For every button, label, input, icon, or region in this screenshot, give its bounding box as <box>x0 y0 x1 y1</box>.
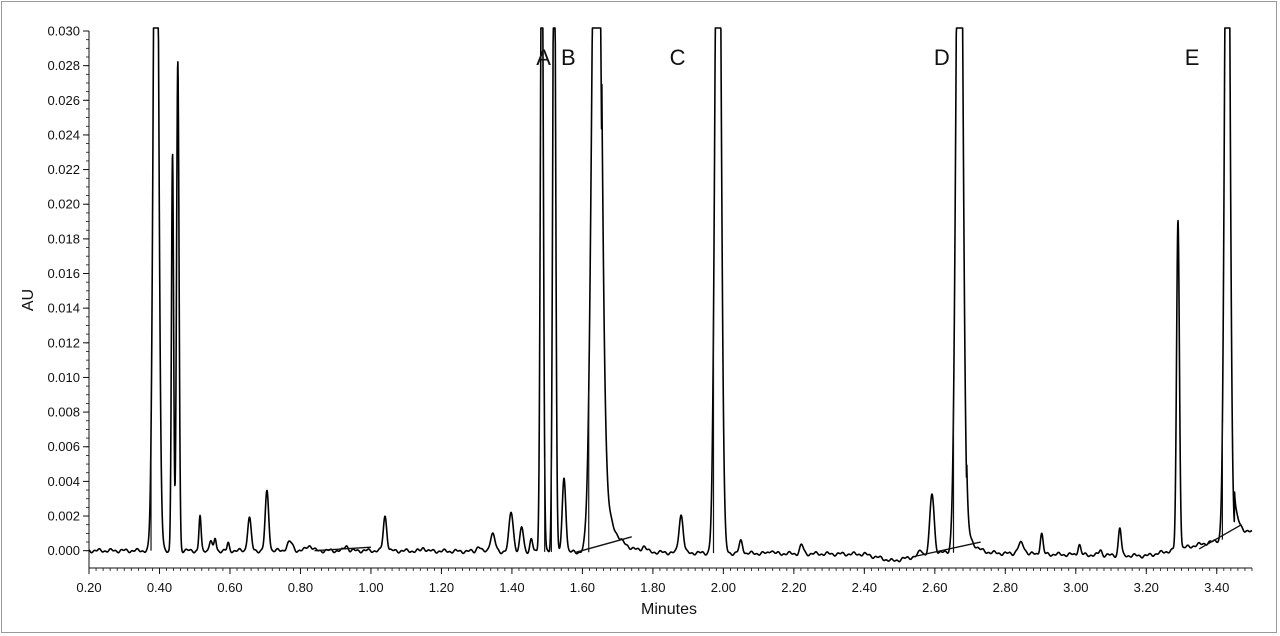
y-tick-label: 0.022 <box>47 162 80 177</box>
series-layer <box>88 27 1253 563</box>
y-tick-label: 0.020 <box>47 197 80 212</box>
y-tick-label: 0.002 <box>47 509 80 524</box>
y-tick-label: 0.028 <box>47 58 80 73</box>
integration-baseline <box>314 546 371 552</box>
signal-trace <box>88 27 1253 563</box>
integration-baseline <box>1198 524 1242 550</box>
x-tick-label: 3.20 <box>1134 580 1159 595</box>
y-tick-label: 0.006 <box>47 439 80 454</box>
x-tick-label: 2.40 <box>852 580 877 595</box>
integration-baseline <box>917 541 981 557</box>
y-tick-label: 0.014 <box>47 301 80 316</box>
y-tick-label: 0.010 <box>47 370 80 385</box>
x-tick-label: 0.20 <box>76 580 101 595</box>
x-tick-label: 1.80 <box>640 580 665 595</box>
x-tick-label: 2.00 <box>711 580 736 595</box>
peak-label-d: D <box>934 45 950 70</box>
x-tick-label: 2.80 <box>993 580 1018 595</box>
peak-label-a: A <box>536 45 551 70</box>
y-tick-label: 0.026 <box>47 93 80 108</box>
x-axis-title: Minutes <box>641 601 697 618</box>
x-tick-label: 1.40 <box>499 580 524 595</box>
y-tick-label: 0.012 <box>47 335 80 350</box>
x-tick-label: 3.00 <box>1063 580 1088 595</box>
y-tick-label: 0.016 <box>47 266 80 281</box>
y-tick-label: 0.008 <box>47 405 80 420</box>
x-tick-label: 0.40 <box>147 580 172 595</box>
axes: 0.20 0.40 0.60 0.80 1.00 1.20 1.40 1.60 1.80 2.00… <box>47 24 1253 595</box>
x-tick-label: 1.20 <box>429 580 454 595</box>
integration-baseline <box>575 536 632 554</box>
y-tick-label: 0.018 <box>47 231 80 246</box>
x-tick-label: 0.80 <box>288 580 313 595</box>
x-tick-label: 2.20 <box>781 580 806 595</box>
peak-label-c: C <box>670 45 686 70</box>
x-tick-label: 1.60 <box>570 580 595 595</box>
y-axis-title: AU <box>20 289 37 311</box>
y-tick-label: 0.000 <box>47 543 80 558</box>
y-tick-label: 0.030 <box>47 24 80 39</box>
x-tick-label: 1.00 <box>358 580 383 595</box>
x-tick-label: 2.60 <box>922 580 947 595</box>
y-tick-label: 0.004 <box>47 474 80 489</box>
x-tick-label: 3.40 <box>1204 580 1229 595</box>
y-tick-label: 0.024 <box>47 127 80 142</box>
peak-label-b: B <box>561 45 576 70</box>
peak-label-e: E <box>1185 45 1200 70</box>
x-tick-label: 0.60 <box>217 580 242 595</box>
